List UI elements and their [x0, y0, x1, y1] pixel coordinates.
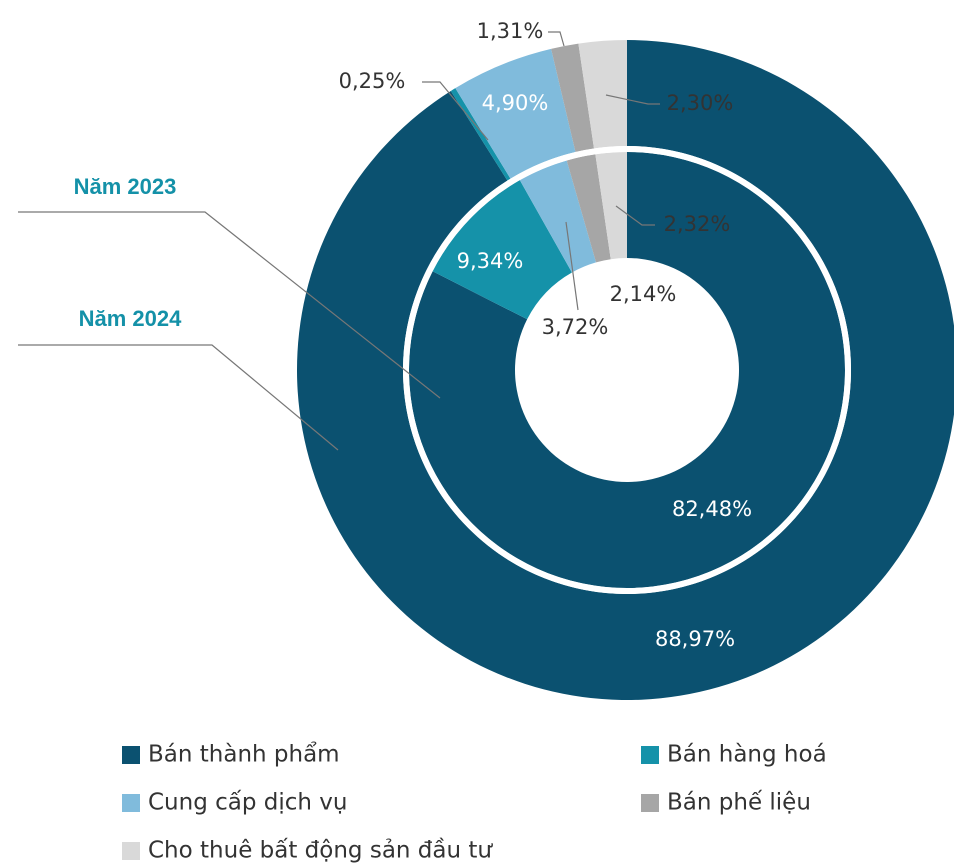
legend-swatch [641, 794, 659, 812]
donut-segment [455, 48, 576, 179]
value-label: 0,25% [339, 69, 406, 93]
donut-segment [566, 154, 611, 263]
legend-label: Cung cấp dịch vụ [148, 790, 348, 816]
legend-swatch [122, 794, 140, 812]
leader-line [422, 81, 489, 141]
value-label: 9,34% [457, 249, 524, 273]
donut-segment [595, 152, 627, 260]
value-label: 82,48% [672, 497, 752, 521]
donut-segment [578, 40, 627, 149]
legend-label: Cho thuê bất động sản đầu tư [148, 838, 493, 864]
leader-line [18, 211, 441, 399]
legend-label: Bán hàng hoá [667, 742, 827, 768]
leader-line [548, 31, 565, 47]
donut-segment [432, 180, 572, 320]
donut-segment [551, 43, 594, 153]
donut-segment [519, 160, 597, 273]
series-label: Năm 2024 [79, 306, 183, 331]
value-label: 1,31% [477, 19, 544, 43]
value-label: 3,72% [542, 315, 609, 339]
series-label: Năm 2023 [74, 174, 177, 199]
value-label: 4,90% [482, 91, 549, 115]
value-label: 2,30% [667, 91, 734, 115]
legend-swatch [122, 746, 140, 764]
legend-label: Bán phế liệu [667, 790, 811, 816]
donut-segment [297, 40, 954, 700]
leader-line [615, 205, 655, 226]
donut-segment [450, 88, 511, 181]
leader-line [605, 94, 660, 105]
value-label: 88,97% [655, 627, 735, 651]
rings [297, 40, 954, 700]
legend-swatch [122, 842, 140, 860]
legend-swatch [641, 746, 659, 764]
legend-label: Bán thành phẩm [148, 742, 340, 768]
leader-line [565, 221, 579, 311]
value-label: 2,32% [664, 212, 731, 236]
leader-line [18, 344, 339, 451]
donut-segment [409, 152, 845, 588]
ring-gap [403, 146, 851, 594]
value-label: 2,14% [610, 282, 677, 306]
